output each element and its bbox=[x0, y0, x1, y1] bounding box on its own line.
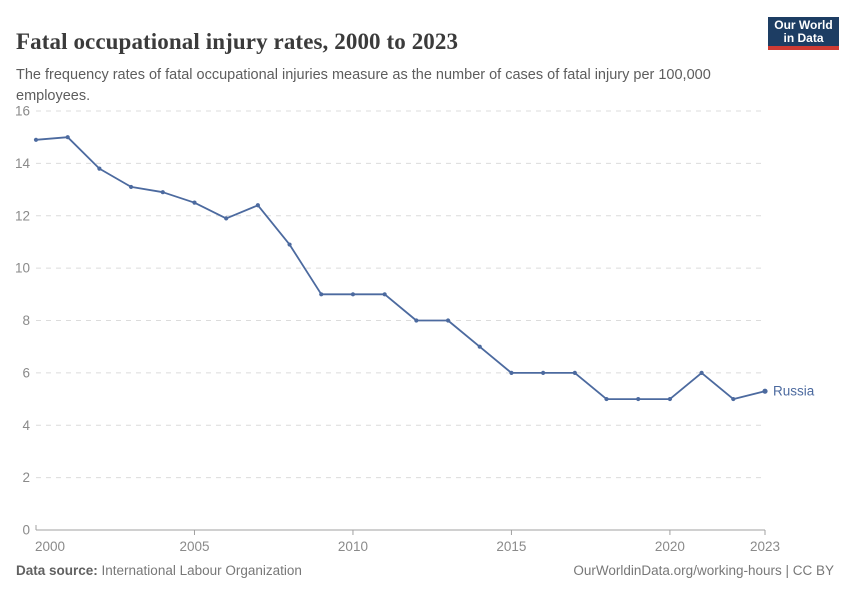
data-point-russia-2001[interactable] bbox=[65, 135, 70, 140]
owid-license-link[interactable]: OurWorldinData.org/working-hours | CC BY bbox=[573, 563, 834, 578]
chart-footer: Data source: International Labour Organi… bbox=[16, 563, 834, 578]
owid-logo-line2: in Data bbox=[783, 30, 824, 45]
data-point-russia-2018[interactable] bbox=[604, 396, 609, 402]
data-point-russia-2021[interactable] bbox=[699, 370, 704, 375]
entity-label-russia[interactable]: Russia bbox=[773, 384, 815, 399]
data-source-label: Data source: bbox=[16, 563, 98, 578]
data-point-russia-2012[interactable] bbox=[414, 318, 419, 323]
data-point-russia-2010[interactable] bbox=[350, 292, 356, 297]
data-point-russia-2022[interactable] bbox=[731, 396, 736, 402]
y-tick-label-2: 2 bbox=[22, 470, 30, 485]
x-tick-label-2010: 2010 bbox=[338, 539, 368, 554]
data-point-russia-2019[interactable] bbox=[636, 396, 641, 402]
data-point-russia-2008[interactable] bbox=[287, 242, 292, 247]
data-point-russia-2020[interactable] bbox=[667, 396, 673, 402]
data-point-russia-2007[interactable] bbox=[255, 203, 260, 208]
data-point-russia-2006[interactable] bbox=[224, 216, 229, 221]
owid-logo[interactable]: Our World in Data bbox=[768, 17, 839, 50]
x-tick-label-2015: 2015 bbox=[496, 539, 526, 554]
data-point-russia-2004[interactable] bbox=[160, 190, 165, 195]
line-chart-canvas[interactable]: 0 2 4 6 8 10 12 14 16 2000 2005 2010 2015 2020 2023 Rus… bbox=[0, 95, 850, 555]
y-tick-label-12: 12 bbox=[15, 208, 30, 223]
y-tick-label-16: 16 bbox=[15, 104, 30, 119]
chart-subtitle: The frequency rates of fatal occupationa… bbox=[16, 66, 711, 104]
y-tick-label-6: 6 bbox=[22, 365, 30, 380]
x-tick-label-2005: 2005 bbox=[179, 539, 209, 554]
data-point-russia-2014[interactable] bbox=[477, 344, 482, 349]
page-title: Fatal occupational injury rates, 2000 to… bbox=[16, 29, 459, 55]
series-line-russia[interactable] bbox=[35, 136, 766, 401]
data-point-russia-2011[interactable] bbox=[382, 292, 387, 297]
data-point-russia-2023[interactable] bbox=[762, 388, 768, 394]
owid-logo-line1: Our World bbox=[774, 17, 833, 32]
data-point-russia-2003[interactable] bbox=[128, 184, 134, 190]
x-tick-label-2000: 2000 bbox=[35, 539, 65, 554]
data-point-russia-2000[interactable] bbox=[33, 137, 39, 142]
data-point-russia-2009[interactable] bbox=[319, 292, 324, 297]
y-tick-label-10: 10 bbox=[15, 261, 30, 276]
data-point-russia-2013[interactable] bbox=[445, 318, 451, 323]
data-source: Data source: International Labour Organi… bbox=[16, 563, 302, 578]
data-point-russia-2005[interactable] bbox=[192, 200, 197, 205]
data-point-russia-2017[interactable] bbox=[572, 370, 577, 375]
data-source-value: International Labour Organization bbox=[97, 563, 302, 578]
y-tick-label-14: 14 bbox=[15, 156, 31, 171]
y-tick-label-8: 8 bbox=[22, 313, 30, 328]
x-tick-label-2020: 2020 bbox=[655, 539, 685, 554]
y-tick-label-4: 4 bbox=[22, 418, 30, 433]
data-point-russia-2016[interactable] bbox=[541, 370, 546, 375]
data-point-russia-2002[interactable] bbox=[97, 166, 102, 171]
x-tick-label-2023: 2023 bbox=[750, 539, 780, 554]
y-tick-label-0: 0 bbox=[22, 523, 30, 538]
data-point-russia-2015[interactable] bbox=[509, 370, 514, 375]
